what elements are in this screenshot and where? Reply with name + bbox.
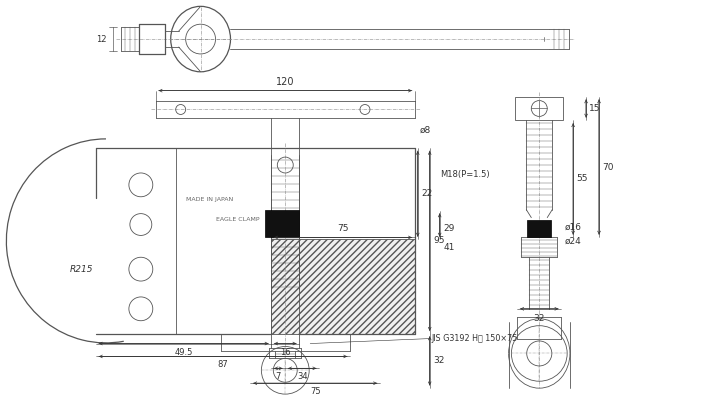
- Text: ø24: ø24: [564, 237, 581, 246]
- Text: 32: 32: [534, 314, 545, 323]
- Text: 49.5: 49.5: [174, 348, 193, 356]
- Text: ø8: ø8: [420, 126, 431, 135]
- Text: 12: 12: [96, 34, 107, 44]
- Text: 15: 15: [589, 104, 601, 113]
- Text: 7: 7: [276, 372, 281, 381]
- Text: 29: 29: [444, 224, 455, 233]
- Bar: [265, 210, 299, 238]
- Text: ø16: ø16: [564, 223, 581, 232]
- Text: 41: 41: [444, 243, 455, 252]
- Text: 34: 34: [297, 372, 308, 381]
- Text: 16: 16: [280, 348, 291, 356]
- Text: JIS G3192 H型 150×75: JIS G3192 H型 150×75: [432, 334, 518, 343]
- Text: 70: 70: [602, 162, 613, 172]
- Text: 22: 22: [422, 189, 433, 198]
- Text: 87: 87: [218, 360, 228, 369]
- Text: 75: 75: [337, 224, 349, 234]
- Text: EAGLE CLAMP: EAGLE CLAMP: [216, 217, 259, 222]
- Text: 32: 32: [434, 356, 445, 365]
- Text: MADE IN JAPAN: MADE IN JAPAN: [186, 197, 233, 202]
- Text: M18(P=1.5): M18(P=1.5): [440, 170, 489, 180]
- Bar: [272, 240, 415, 334]
- Bar: [527, 220, 551, 238]
- Text: R215: R215: [69, 265, 93, 274]
- Text: 75: 75: [310, 387, 320, 396]
- Text: 55: 55: [576, 174, 588, 184]
- Bar: [515, 96, 563, 120]
- Text: 120: 120: [276, 77, 294, 87]
- Text: 95: 95: [434, 236, 445, 245]
